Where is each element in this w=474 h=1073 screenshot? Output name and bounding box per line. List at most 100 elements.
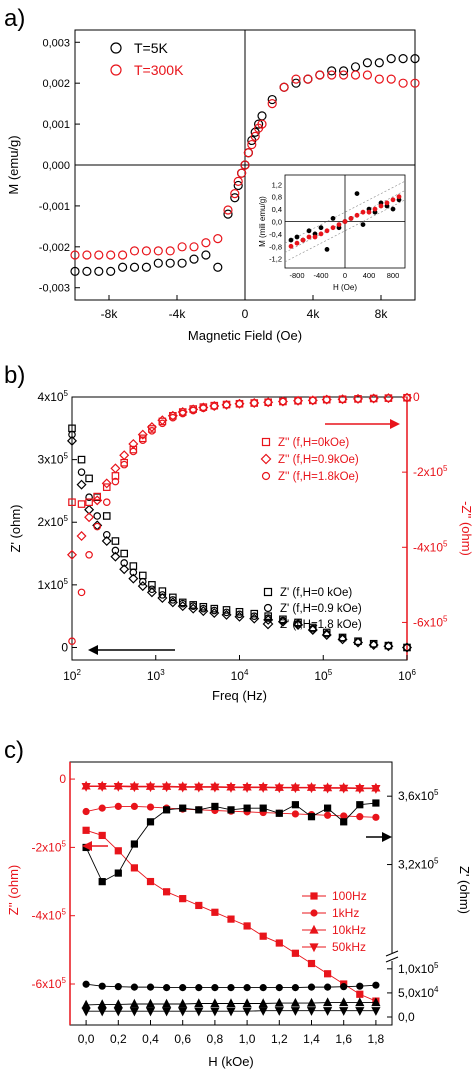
panel-b-point-s0 xyxy=(111,537,120,545)
panel-a-point-s0 xyxy=(398,54,408,64)
panel-a-point-s0 xyxy=(201,250,211,260)
panel-a-point-s0 xyxy=(257,111,267,121)
panel-b-point-s1 xyxy=(199,604,208,613)
panel-b-point-s2 xyxy=(401,642,413,653)
panel-c-point-s7 xyxy=(290,1007,300,1016)
panel-c-point-s5 xyxy=(82,980,90,988)
panel-a-point-s0 xyxy=(374,58,384,68)
panel-b-point-s1 xyxy=(148,585,156,594)
panel-a-inset-point-s1 xyxy=(396,194,402,200)
panel-b-point-s5 xyxy=(120,460,128,469)
panel-c-point-s3 xyxy=(306,784,317,794)
panel-b-point-s5 xyxy=(222,401,231,409)
panel-c-point-s7 xyxy=(81,1007,91,1017)
panel-b-ytick-left-label: 0 xyxy=(61,640,68,654)
panel-c-ytick-right-label: 3,2x105 xyxy=(398,857,439,872)
panel-a-point-s1 xyxy=(398,78,408,88)
panel-c-xtick-label: 1,2 xyxy=(271,1032,288,1046)
panel-b-point-s2 xyxy=(277,616,288,627)
panel-a-point-s1 xyxy=(279,82,289,92)
panel-a-inset-xtick-label: -400 xyxy=(313,271,328,280)
panel-a-inset-ytick-label: -0,4 xyxy=(269,230,282,239)
panel-a-inset-ytick-label: -0,8 xyxy=(269,242,282,251)
panel-a-point-s1 xyxy=(165,246,175,256)
panel-b-point-s1 xyxy=(85,493,93,501)
panel-b-point-s4 xyxy=(157,415,168,426)
panel-c-point-s5 xyxy=(275,984,283,992)
panel-a-point-s0 xyxy=(189,254,199,264)
panel-c-point-s7 xyxy=(339,1007,349,1016)
panel-c-ytick-left-label: 0 xyxy=(59,772,66,786)
panel-c-ytick-left-label: -2x105 xyxy=(32,839,67,854)
panel-a-point-s0 xyxy=(410,54,420,64)
panel-b-legend-right-marker-2 xyxy=(261,471,271,481)
panel-b-point-s1 xyxy=(250,612,259,620)
panel-c-ylabel: Z'' (ohm) xyxy=(6,865,21,915)
panel-b-point-s0 xyxy=(250,609,259,618)
panel-a-ytick-label: 0,001 xyxy=(42,119,70,131)
panel-b-legend-left-marker-0 xyxy=(263,587,273,597)
panel-c-point-s1 xyxy=(130,802,138,811)
panel-a-inset-xtick-label: 400 xyxy=(363,271,376,280)
panel-c-point-s4 xyxy=(291,801,299,809)
panel-b-point-s2 xyxy=(76,479,87,490)
panel-a-ytick-label: 0,003 xyxy=(42,37,70,49)
panel-c-point-s6 xyxy=(194,998,204,1008)
panel-a-point-s1 xyxy=(237,168,247,178)
panel-a-point-s1 xyxy=(410,78,420,88)
panel-b-point-s1 xyxy=(138,577,147,586)
panel-c-ytick-right-label: 0,0 xyxy=(398,1010,415,1024)
panel-b-legend-right-marker-0 xyxy=(261,437,271,447)
panel-b-point-s5 xyxy=(308,396,317,405)
panel-c-point-s3 xyxy=(129,783,139,793)
panel-c-point-s3 xyxy=(194,783,204,793)
panel-b-point-s3 xyxy=(68,498,76,507)
panel-c-point-s5 xyxy=(130,983,138,991)
panel-c-point-s5 xyxy=(259,984,267,992)
panel-a-point-s1 xyxy=(117,250,128,260)
panel-c-ytick-left-label: -4x105 xyxy=(32,908,67,923)
panel-c-point-s7 xyxy=(145,1007,156,1017)
panel-b-point-s0 xyxy=(138,571,147,580)
panel-a-point-s0 xyxy=(153,258,163,268)
panel-b-point-s4 xyxy=(137,429,148,440)
panel-c-xtick-label: 1,4 xyxy=(303,1032,320,1046)
panel-a-inset-point-s0 xyxy=(306,228,312,234)
panel-a-point-s0 xyxy=(82,266,92,276)
panel-c-point-s0 xyxy=(163,888,171,896)
panel-a-inset-point-s1 xyxy=(300,237,306,243)
panel-b-point-s0 xyxy=(102,512,111,520)
panel-a-inset-point-s0 xyxy=(354,191,360,197)
panel-a-ytick-label: -0,002 xyxy=(39,242,70,254)
panel-c-ytick-right-label: 1,0x105 xyxy=(398,961,439,976)
panel-a-point-s1 xyxy=(257,119,267,129)
panel-c-point-s7 xyxy=(97,1007,107,1017)
panel-a-point-s0 xyxy=(129,262,140,272)
panel-b-ylabel: Z' (ohm) xyxy=(8,505,23,553)
panel-c-point-s3 xyxy=(113,782,123,792)
panel-c-point-s7 xyxy=(306,1007,317,1016)
panel-c-legend-label-2: 10kHz xyxy=(332,923,366,937)
panel-c-point-s7 xyxy=(194,1007,204,1017)
panel-c-point-s6 xyxy=(210,998,220,1008)
panel-c-point-s7 xyxy=(162,1007,172,1017)
panel-c-point-s3 xyxy=(323,784,333,794)
panel-b-label: b) xyxy=(4,362,25,389)
panel-a-inset-ylabel: M (mili emu/g) xyxy=(258,196,267,247)
panel-b-point-s1 xyxy=(158,591,167,599)
panel-b-ytick-left-label: 4x105 xyxy=(38,389,69,404)
panel-a-inset-point-s0 xyxy=(360,222,366,228)
panel-c-point-s4 xyxy=(275,809,283,817)
panel-b-point-s5 xyxy=(169,413,177,422)
panel-b-point-s2 xyxy=(188,603,199,614)
panel-a-inset-point-s1 xyxy=(312,234,318,240)
panel-b-point-s1 xyxy=(169,596,177,604)
panel-c-arrow-left-head xyxy=(82,841,92,851)
panel-b-ylabel-right: -Z'' (ohm) xyxy=(459,501,474,556)
panel-b-legend-left-label-0: Z' (f,H=0 kOe) xyxy=(280,587,352,599)
panel-c-point-s3 xyxy=(371,785,381,794)
panel-c-legend-marker-0 xyxy=(310,892,318,900)
panel-b-ytick-left-label: 3x105 xyxy=(38,452,69,467)
panel-a-inset-guide-line xyxy=(284,180,406,244)
panel-a-xtick-label: 0 xyxy=(242,307,249,321)
